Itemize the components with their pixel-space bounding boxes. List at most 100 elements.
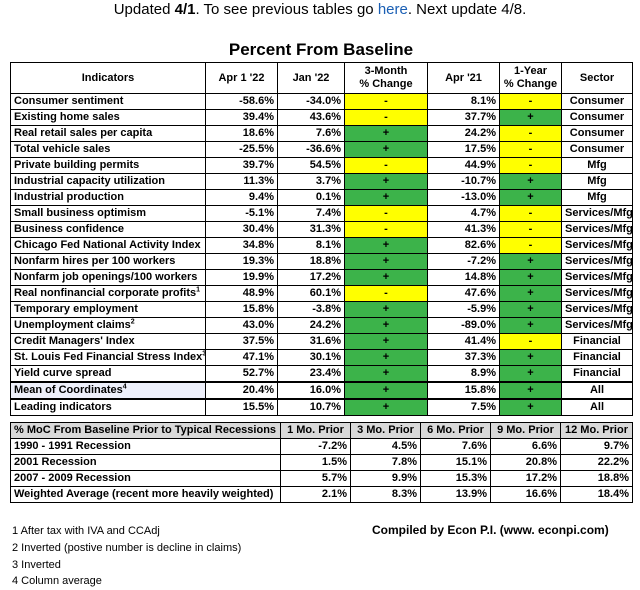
value-jan22: 17.2%: [277, 269, 345, 286]
change-3month: -: [344, 93, 428, 110]
value-jan22: -34.0%: [277, 93, 345, 110]
indicator-row: Existing home sales 39.4% 43.6% -37.7% + Cons…: [10, 109, 633, 126]
update-suffix: . Next update 4/8.: [407, 1, 527, 18]
recession-value: 16.6%: [490, 486, 561, 503]
value-apr22: -5.1%: [205, 205, 278, 222]
value-jan22: 3.7%: [277, 173, 345, 190]
indicator-label: Yield curve spread: [14, 367, 112, 379]
indicator-name: Business confidence: [10, 221, 206, 238]
header-row: Indicators Apr 1 '22 Jan '22 3-Month% Ch…: [10, 62, 633, 94]
recession-value: 13.9%: [420, 486, 491, 503]
recession-label: 2001 Recession: [10, 454, 281, 471]
header-1year: 1-Year% Change: [499, 62, 562, 94]
change-3month: -: [344, 205, 428, 222]
value-apr21: 82.6%: [427, 237, 500, 254]
value-apr22: 39.4%: [205, 109, 278, 126]
recession-label: 1990 - 1991 Recession: [10, 438, 281, 455]
footnote-1: 1 After tax with IVA and CCAdj: [12, 525, 160, 537]
value-jan22: 31.6%: [277, 333, 345, 350]
update-prefix: Updated: [113, 1, 175, 18]
recession-header-cell: 6 Mo. Prior: [420, 422, 491, 439]
recession-label: Weighted Average (recent more heavily we…: [10, 486, 281, 503]
indicator-name: Real nonfinancial corporate profits1: [10, 285, 206, 302]
previous-tables-link[interactable]: here: [377, 1, 408, 18]
indicator-label: Real retail sales per capita: [14, 127, 153, 139]
change-1year: -: [499, 157, 562, 174]
indicator-row: Chicago Fed National Activity Index 34.8%…: [10, 237, 633, 254]
recession-header-cell: % MoC From Baseline Prior to Typical Rec…: [10, 422, 281, 439]
sector: Financial: [561, 349, 633, 366]
change-3month: +: [344, 349, 428, 366]
value-apr22: 9.4%: [205, 189, 278, 206]
change-1year: -: [499, 333, 562, 350]
indicator-name: Private building permits: [10, 157, 206, 174]
recession-value: 17.2%: [490, 470, 561, 487]
footnote-ref: 4: [122, 383, 127, 391]
value-jan22: -3.8%: [277, 301, 345, 318]
change-1year: +: [499, 349, 562, 366]
recession-value: 2.1%: [280, 486, 351, 503]
change-1year: -: [499, 237, 562, 254]
indicator-row: Leading indicators 15.5% 10.7% +7.5% + All: [10, 398, 633, 416]
value-apr22: 18.6%: [205, 125, 278, 142]
change-1year: +: [499, 381, 562, 400]
header-1year-line2: % Change: [503, 78, 558, 90]
indicator-row: Unemployment claims2 43.0% 24.2% + -89.0% + Se…: [10, 317, 633, 334]
update-date: 4/1: [174, 1, 196, 18]
value-apr22: 52.7%: [205, 365, 278, 383]
value-apr21: 24.2%: [427, 125, 500, 142]
recession-value: 7.8%: [350, 454, 421, 471]
value-jan22: 7.6%: [277, 125, 345, 142]
sector: Services/Mfg: [561, 237, 633, 254]
header-3month-line2: % Change: [359, 78, 413, 90]
header-1year-line1: 1-Year: [513, 65, 548, 77]
recession-value: 7.6%: [420, 438, 491, 455]
indicator-label: Industrial production: [14, 191, 124, 203]
update-note: Updated 4/1. To see previous tables go h…: [0, 0, 640, 20]
sector: Mfg: [561, 157, 633, 174]
value-apr21: 4.7%: [427, 205, 500, 222]
indicator-name: Temporary employment: [10, 301, 206, 318]
indicators-table: Indicators Apr 1 '22 Jan '22 3-Month% Ch…: [10, 62, 633, 416]
change-1year: +: [499, 189, 562, 206]
indicator-name: Mean of Coordinates4: [10, 381, 206, 400]
recession-label: 2007 - 2009 Recession: [10, 470, 281, 487]
indicator-label: Small business optimism: [14, 207, 147, 219]
change-3month: -: [344, 109, 428, 126]
indicator-name: Unemployment claims2: [10, 317, 206, 334]
recession-value: 9.7%: [560, 438, 633, 455]
sector: Services/Mfg: [561, 317, 633, 334]
indicator-label: Business confidence: [14, 223, 125, 235]
recession-value: 1.5%: [280, 454, 351, 471]
table-title: Percent From Baseline: [228, 40, 414, 59]
recession-header-cell: 9 Mo. Prior: [490, 422, 561, 439]
change-3month: +: [344, 125, 428, 142]
value-apr21: 41.3%: [427, 221, 500, 238]
change-1year: -: [499, 205, 562, 222]
baseline-table-container: Percent From Baseline Indicators Apr 1 '…: [10, 38, 633, 503]
change-1year: +: [499, 253, 562, 270]
change-3month: +: [344, 237, 428, 254]
indicator-label: Consumer sentiment: [14, 95, 124, 107]
recession-value: 18.8%: [560, 470, 633, 487]
indicator-row: Real retail sales per capita 18.6% 7.6% +24…: [10, 125, 633, 142]
recession-value: 5.7%: [280, 470, 351, 487]
recession-row: 2001 Recession 1.5% 7.8% 15.1% 20.8% 22.2%: [10, 454, 633, 471]
recession-header-cell: 3 Mo. Prior: [350, 422, 421, 439]
sector: Mfg: [561, 173, 633, 190]
value-apr21: -5.9%: [427, 301, 500, 318]
footnote-2: 2 Inverted (postive number is decline in…: [12, 542, 242, 554]
change-1year: +: [499, 269, 562, 286]
indicator-row: Yield curve spread 52.7% 23.4% +8.9% + Financ…: [10, 365, 633, 383]
sector: Services/Mfg: [561, 301, 633, 318]
indicator-label: Private building permits: [14, 159, 140, 171]
value-apr22: 20.4%: [205, 381, 278, 400]
recession-header-cell: 1 Mo. Prior: [280, 422, 351, 439]
recession-table: % MoC From Baseline Prior to Typical Rec…: [10, 422, 633, 503]
indicator-row: Consumer sentiment -58.6% -34.0% -8.1% - Cons…: [10, 93, 633, 110]
sector: Services/Mfg: [561, 221, 633, 238]
value-jan22: 24.2%: [277, 317, 345, 334]
change-3month: +: [344, 269, 428, 286]
footnote-ref: 1: [196, 286, 201, 294]
